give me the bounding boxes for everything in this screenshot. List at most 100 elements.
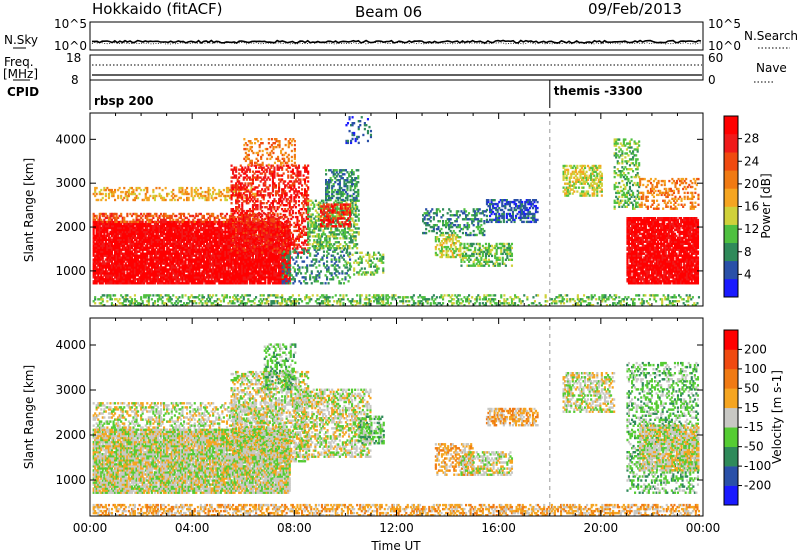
heatmap-region-0 (92, 428, 291, 494)
colorbar-tick-label-4: 20 (744, 177, 759, 191)
x-tick-label-0: 00:00 (73, 521, 108, 535)
colorbar-segment-3 (724, 427, 738, 447)
colorbar-tick-label-2: -50 (744, 440, 764, 454)
velocity-colorbar-label: Velocity [m s-1] (770, 370, 784, 464)
heatmap-region-3 (263, 343, 297, 391)
y-tick-label-1: 2000 (55, 220, 86, 234)
heatmap-region-0 (92, 220, 291, 285)
y-tick-label-3: 4000 (55, 338, 86, 352)
freq-tick-bottom: 8 (71, 73, 79, 87)
figure-title: Hokkaido (fitACF) (92, 0, 223, 18)
colorbar-tick-label-4: 15 (744, 401, 759, 415)
heatmap-region-7 (460, 451, 514, 476)
velocity-y-ticks: 1000 2000 3000 4000 (55, 338, 703, 487)
freq-label-line2: [MHz] (3, 67, 38, 81)
heatmap-region-14 (485, 199, 539, 224)
nsky-trace (92, 39, 702, 44)
velocity-x-ticks: 00:00 04:00 08:00 12:00 16:00 20:00 00:00 (73, 318, 721, 535)
heatmap-region-19 (92, 294, 701, 307)
heatmap-region-15 (562, 164, 603, 197)
colorbar-tick-label-6: 28 (744, 132, 759, 146)
heatmap-region-11 (639, 424, 700, 472)
heatmap-region-10 (345, 251, 385, 276)
cpid-row: CPID rbsp 200 themis -3300 (7, 80, 643, 110)
heatmap-region-9 (345, 116, 373, 145)
cpid-mode-1: rbsp 200 (94, 94, 153, 108)
colorbar-tick-label-6: 100 (744, 362, 767, 376)
nsky-panel: N.Sky 10^5 10^0 10^5 10^0 N.Search (4, 17, 798, 53)
heatmap-region-8 (325, 169, 360, 202)
heatmap-region-11 (422, 208, 488, 237)
colorbar-segment-9 (724, 116, 738, 135)
y-tick-label-1: 2000 (55, 428, 86, 442)
nave-tick-top: 60 (708, 51, 723, 65)
colorbar-segment-8 (724, 134, 738, 153)
y-tick-label-0: 1000 (55, 264, 86, 278)
velocity-colorbar: -200 -100 -50 -15 15 50 100 200 Velocity [m s-1… (723, 329, 784, 506)
heatmap-region-5 (358, 415, 385, 445)
heatmap-region-9 (562, 372, 616, 413)
colorbar-segment-1 (724, 260, 738, 280)
x-tick-label-1: 04:00 (175, 521, 210, 535)
nsky-tick-bottom: 10^0 (54, 39, 87, 53)
y-tick-label-2: 3000 (55, 176, 86, 190)
colorbar-segment-3 (724, 224, 738, 243)
colorbar-segment-1 (724, 466, 738, 486)
colorbar-segment-6 (724, 170, 738, 189)
colorbar-segment-2 (724, 446, 738, 467)
x-tick-label-6: 00:00 (686, 521, 721, 535)
colorbar-segment-7 (724, 349, 738, 370)
colorbar-tick-label-3: -15 (744, 420, 764, 434)
heatmap-region-4 (243, 138, 296, 167)
x-tick-label-3: 12:00 (379, 521, 414, 535)
freq-tick-top: 18 (66, 51, 81, 65)
nsearch-tick-top: 10^5 (708, 17, 741, 31)
colorbar-segment-7 (724, 152, 738, 171)
colorbar-segment-4 (724, 206, 738, 225)
colorbar-segment-8 (724, 330, 738, 350)
x-tick-label-4: 16:00 (481, 521, 516, 535)
x-tick-label-2: 08:00 (277, 521, 312, 535)
colorbar-tick-label-7: 200 (744, 342, 767, 356)
y-tick-label-0: 1000 (55, 473, 86, 487)
heatmap-region-3 (230, 164, 310, 254)
power-panel: 1000 2000 3000 4000 Slant Range [km] (22, 112, 704, 307)
power-ylabel: Slant Range [km] (22, 158, 36, 262)
cpid-mode-2: themis -3300 (554, 84, 643, 98)
cpid-label: CPID (7, 85, 39, 99)
date-label: 09/Feb/2013 (588, 0, 682, 18)
nave-tick-bottom: 0 (708, 73, 716, 87)
freq-panel: Freq. [MHz] 18 8 60 0 Nave (3, 51, 787, 87)
x-tick-label-5: 20:00 (584, 521, 619, 535)
power-colorbar: 4 8 12 16 20 24 28 Power [dB] (723, 115, 773, 298)
power-heatmap (92, 116, 701, 307)
power-x-ticks (89, 113, 704, 306)
beam-label: Beam 06 (355, 3, 422, 21)
heatmap-region-12 (434, 234, 462, 259)
heatmap-region-8 (485, 407, 539, 427)
colorbar-tick-label-5: 50 (744, 381, 759, 395)
colorbar-tick-label-0: 4 (744, 267, 752, 281)
heatmap-region-5 (281, 248, 352, 285)
heatmap-region-4 (294, 388, 372, 458)
nave-label: Nave (756, 61, 787, 75)
power-y-ticks: 1000 2000 3000 4000 (55, 132, 703, 278)
velocity-ylabel: Slant Range [km] (22, 365, 36, 469)
velocity-heatmap (92, 343, 701, 517)
power-colorbar-label: Power [dB] (759, 173, 773, 238)
colorbar-segment-5 (724, 388, 738, 409)
heatmap-region-13 (460, 242, 514, 267)
nsky-tick-top: 10^5 (54, 17, 87, 31)
y-tick-label-3: 4000 (55, 132, 86, 146)
colorbar-tick-label-3: 16 (744, 200, 759, 214)
colorbar-segment-2 (724, 242, 738, 262)
colorbar-tick-label-1: -100 (744, 459, 771, 473)
colorbar-segment-0 (724, 278, 738, 298)
y-tick-label-2: 3000 (55, 383, 86, 397)
velocity-panel: 1000 2000 3000 4000 00:00 04:00 08:00 12:00 16:… (22, 317, 721, 553)
colorbar-segment-5 (724, 188, 738, 207)
colorbar-segment-4 (724, 407, 738, 428)
freq-label-line1: Freq. (4, 55, 34, 69)
nsky-label: N.Sky (4, 33, 38, 47)
